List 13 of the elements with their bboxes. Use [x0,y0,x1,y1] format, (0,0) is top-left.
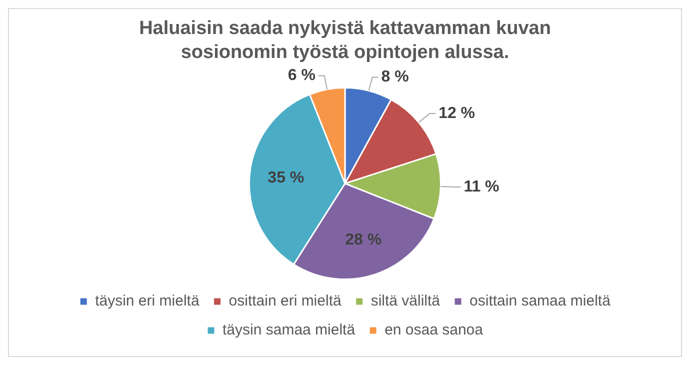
data-label: 28 % [345,231,382,248]
data-label: 11 % [464,178,500,196]
data-label: 6 % [288,67,316,84]
legend-label: täysin eri mieltä [95,292,200,310]
data-label: 35 % [268,169,304,186]
legend-label: en osaa sanoa [384,322,484,339]
chart-title: Haluaisin saada nykyistä kattavamman kuvan sosionomin työstä opintojen alussa. [138,17,552,65]
legend-label: siltä väliltä [370,292,441,310]
data-label: 8 % [381,68,409,86]
legend-label: osittain eri mieltä [228,292,342,310]
data-label: 12 % [438,104,476,122]
legend-label: osittain samaa mieltä [470,292,612,310]
legend-label: täysin samaa mieltä [222,322,356,339]
